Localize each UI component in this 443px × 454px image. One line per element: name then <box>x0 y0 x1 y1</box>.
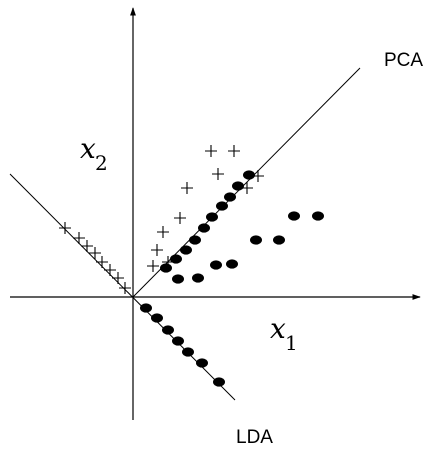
dot-sample-23 <box>196 358 208 368</box>
pca-label: PCA <box>384 50 423 71</box>
dot-sample-5 <box>198 223 210 233</box>
plus-sample-12 <box>73 232 85 244</box>
dot-sample-22 <box>182 347 194 357</box>
plus-sample-3 <box>181 182 193 194</box>
plus-sample-14 <box>89 247 101 259</box>
dot-sample-1 <box>232 181 244 191</box>
plus-sample-13 <box>81 240 93 252</box>
dot-sample-17 <box>312 211 324 221</box>
x2-sub: 2 <box>95 151 108 175</box>
dot-sample-24 <box>213 377 225 387</box>
dot-sample-19 <box>151 313 163 323</box>
plus-sample-15 <box>96 256 108 268</box>
class-plus-samples <box>59 145 264 294</box>
plus-sample-16 <box>104 264 116 276</box>
dot-sample-0 <box>243 170 255 180</box>
plus-sample-2 <box>212 168 224 180</box>
lda-label: LDA <box>236 427 273 448</box>
x1-var: x <box>270 312 286 345</box>
plus-sample-1 <box>228 145 240 157</box>
dot-sample-14 <box>250 235 262 245</box>
dot-sample-12 <box>210 260 222 270</box>
x2-axis-label: x 2 <box>80 132 108 175</box>
dot-sample-9 <box>160 263 172 273</box>
x1-sub: 1 <box>285 331 298 355</box>
plus-sample-11 <box>59 222 71 234</box>
plus-sample-9 <box>147 260 159 272</box>
plus-sample-17 <box>112 272 124 284</box>
class-dot-samples <box>140 170 324 387</box>
dot-sample-11 <box>192 273 204 283</box>
dot-sample-8 <box>170 254 182 264</box>
plus-sample-7 <box>174 212 186 224</box>
dot-sample-6 <box>189 235 201 245</box>
dot-sample-21 <box>172 336 184 346</box>
plus-sample-6 <box>157 226 169 238</box>
plus-sample-18 <box>119 282 131 294</box>
dot-sample-18 <box>140 303 152 313</box>
plus-sample-8 <box>151 244 163 256</box>
x1-axis-label: x 1 <box>270 312 298 355</box>
dot-sample-13 <box>226 259 238 269</box>
dot-sample-2 <box>224 192 236 202</box>
dot-sample-15 <box>273 235 285 245</box>
dot-sample-20 <box>162 325 174 335</box>
dot-sample-16 <box>288 211 300 221</box>
dot-sample-3 <box>216 201 228 211</box>
dot-sample-10 <box>172 274 184 284</box>
dot-sample-7 <box>180 245 192 255</box>
plus-sample-0 <box>205 145 217 157</box>
dot-sample-4 <box>206 212 218 222</box>
x2-var: x <box>80 132 96 165</box>
